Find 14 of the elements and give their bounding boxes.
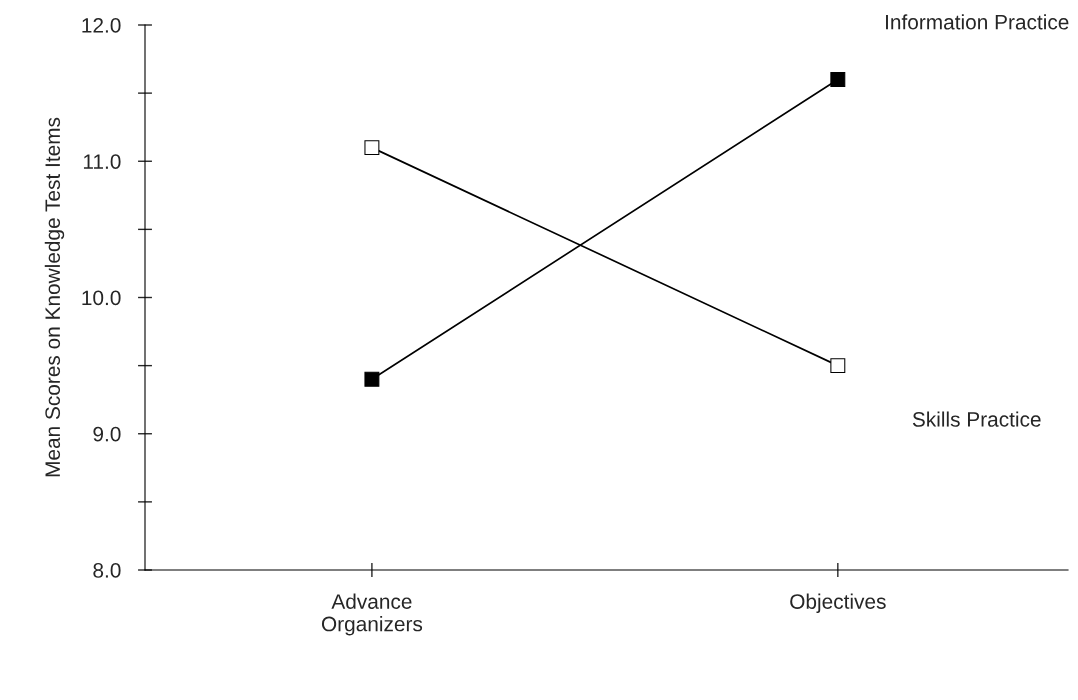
y-tick-label: 8.0 — [93, 563, 121, 578]
y-tick-label: 10.0 — [82, 290, 121, 306]
y-tick-label: 11.0 — [83, 154, 121, 169]
point — [830, 72, 846, 87]
text: Information Practice — [886, 14, 1069, 30]
y-tick-label: 12.0 — [82, 18, 121, 33]
point — [364, 371, 380, 387]
point — [364, 140, 380, 156]
y-axis-title: Mean Scores on Knowledge Test Items — [44, 117, 65, 477]
y-tick-label: 9.0 — [93, 426, 121, 442]
text: Skills Practice — [912, 411, 1041, 427]
x-tick-label: Advance Organizers — [321, 593, 423, 636]
x-tick-label: Objectives — [790, 593, 886, 614]
point — [830, 358, 846, 374]
